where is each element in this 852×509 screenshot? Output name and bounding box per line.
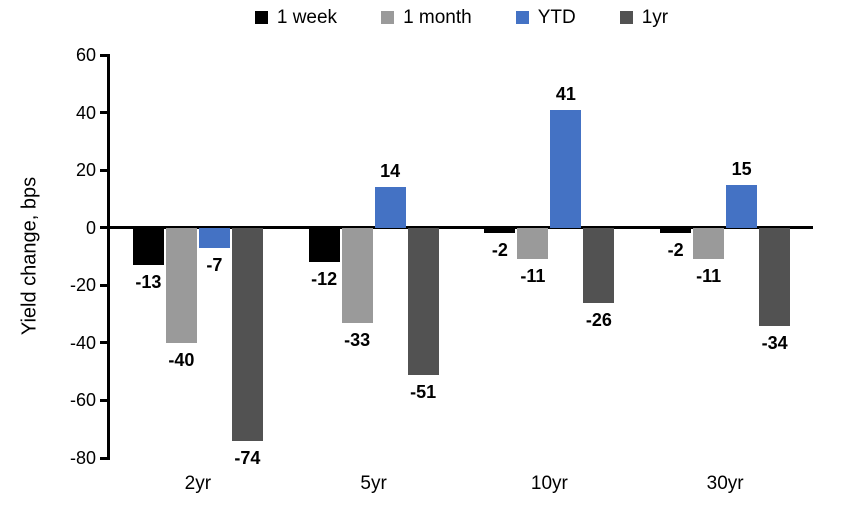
bar-YTD-2yr (198, 227, 230, 248)
legend-swatch-icon (254, 11, 268, 24)
bar-1-month-5yr (341, 227, 373, 323)
bar-value-label: -12 (311, 269, 338, 290)
legend-swatch-icon (515, 11, 529, 24)
legend-item-YTD: YTD (515, 7, 576, 28)
legend-label: 1 month (403, 7, 472, 28)
bar-1yr-10yr (583, 227, 615, 303)
bar-value-label: -7 (206, 254, 223, 275)
y-tick-label: 0 (85, 217, 96, 238)
y-tick-label: -80 (69, 448, 96, 468)
category-label: 2yr (184, 473, 212, 494)
y-tick-mark (100, 398, 109, 402)
bar-value-label: -40 (168, 349, 195, 370)
legend-swatch-icon (619, 11, 633, 24)
bar-1yr-5yr (407, 227, 439, 375)
bar-value-label: -26 (585, 309, 612, 330)
bar-1-week-30yr (660, 227, 692, 234)
bar-value-label: -34 (761, 332, 788, 353)
y-tick-label: -40 (69, 332, 96, 353)
y-tick-label: 20 (75, 160, 96, 181)
y-tick-mark (100, 341, 109, 345)
bar-value-label: 14 (380, 161, 401, 182)
bar-value-label: -13 (135, 272, 162, 293)
bar-1-week-2yr (132, 227, 164, 266)
bar-1-week-10yr (484, 227, 516, 234)
y-tick-mark (100, 456, 109, 460)
bar-value-label: -11 (520, 266, 546, 287)
legend-item-1-week: 1 week (254, 7, 338, 28)
y-tick-label: -20 (69, 275, 96, 296)
legend: 1 week 1 month YTD 1yr (110, 8, 813, 27)
y-axis-line (107, 54, 110, 460)
bar-YTD-10yr (550, 109, 582, 228)
legend-label: 1yr (641, 7, 669, 28)
bar-value-label: -74 (234, 447, 261, 468)
y-tick-label: 60 (75, 45, 96, 65)
legend-label: 1 week (276, 7, 338, 28)
legend-label: YTD (537, 7, 576, 28)
y-tick-label: -60 (69, 390, 96, 411)
legend-item-1-month: 1 month (381, 8, 472, 27)
bar-value-label: 15 (731, 158, 752, 179)
bar-value-label: -2 (491, 240, 508, 261)
bar-value-label: -51 (410, 381, 437, 402)
legend-swatch-icon (381, 11, 395, 24)
category-label: 5yr (360, 473, 387, 494)
y-tick-mark (100, 168, 109, 172)
bar-1-week-5yr (308, 227, 340, 263)
bar-value-label: 41 (555, 83, 576, 104)
bar-1yr-30yr (759, 227, 791, 326)
y-tick-mark (100, 283, 109, 287)
y-tick-mark (100, 226, 109, 230)
bar-1-month-2yr (165, 227, 197, 343)
legend-item-1yr: 1yr (619, 7, 669, 28)
category-label: 30yr (706, 473, 744, 494)
y-tick-label: 40 (75, 102, 96, 123)
bar-1-month-10yr (517, 227, 549, 260)
y-tick-mark (100, 111, 109, 115)
bar-value-label: -2 (667, 240, 684, 261)
bar-1-month-30yr (693, 227, 725, 260)
bar-YTD-5yr (374, 187, 406, 228)
bar-1yr-2yr (231, 227, 263, 441)
category-label: 10yr (530, 473, 568, 494)
bar-value-label: -33 (344, 329, 371, 350)
x-axis-zero-line (110, 226, 813, 230)
bar-value-label: -11 (696, 266, 722, 287)
bar-YTD-30yr (726, 184, 758, 228)
y-tick-mark (100, 53, 109, 57)
